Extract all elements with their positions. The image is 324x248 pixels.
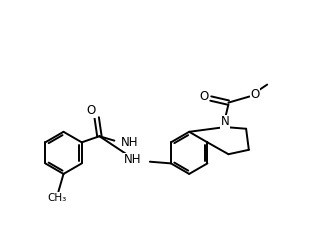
Text: CH₃: CH₃ xyxy=(47,193,66,203)
Text: O: O xyxy=(86,104,95,117)
Text: NH: NH xyxy=(121,136,138,149)
Text: O: O xyxy=(199,90,209,103)
Text: NH: NH xyxy=(124,154,141,166)
Text: N: N xyxy=(221,116,229,128)
Text: O: O xyxy=(251,88,260,101)
